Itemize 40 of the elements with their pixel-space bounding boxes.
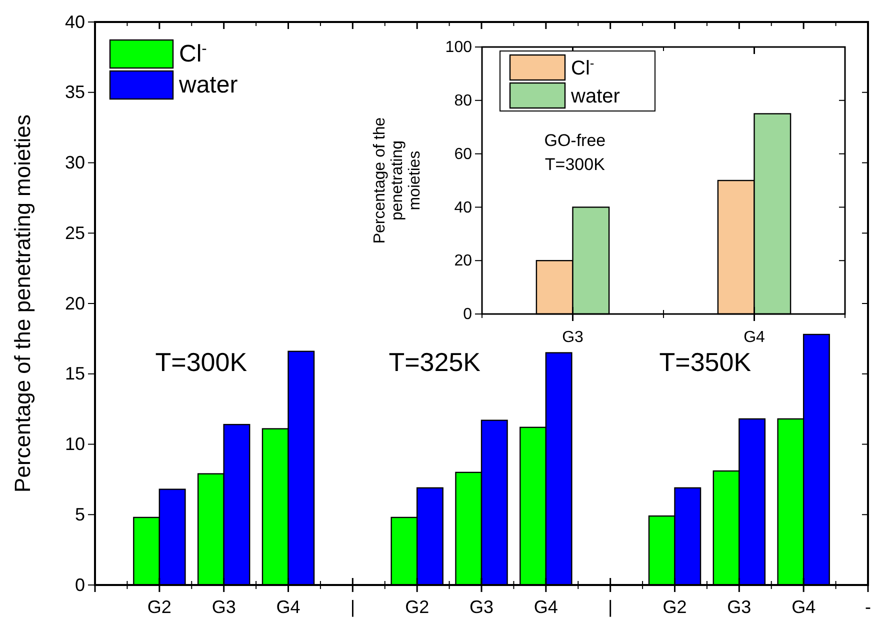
y-tick-label: 20 xyxy=(64,293,85,314)
y-tick-label: 25 xyxy=(64,222,85,243)
x-tick-label: G4 xyxy=(744,329,766,346)
x-tick-label: | xyxy=(608,597,613,617)
x-tick-label: G3 xyxy=(727,597,752,617)
annotation: GO-free xyxy=(544,130,606,150)
y-tick-label: 5 xyxy=(74,504,85,524)
x-tick-label: G2 xyxy=(662,597,687,617)
y-tick-label: 100 xyxy=(445,39,472,56)
y-tick-label: 80 xyxy=(454,92,472,110)
x-tick-label: G3 xyxy=(469,597,494,617)
x-tick-label: G4 xyxy=(792,597,816,617)
legend-label: Cl$^{-}$ xyxy=(571,54,594,80)
y-tick-label: 0 xyxy=(74,574,85,595)
legend-label: water xyxy=(570,85,620,108)
annotation: T=350K xyxy=(659,347,752,378)
annotation: T=300K xyxy=(544,154,606,174)
y-tick-label: 15 xyxy=(64,364,85,384)
y-axis-title: Percentage of the penetrating moieties xyxy=(371,117,424,244)
x-tick-label: G2 xyxy=(405,597,430,617)
y-tick-label: 20 xyxy=(454,252,472,270)
annotation: T=300K xyxy=(155,347,248,378)
y-tick-label: 10 xyxy=(64,434,85,454)
y-tick-label: 40 xyxy=(454,199,472,216)
x-tick-label: G3 xyxy=(212,597,236,617)
x-tick-label: G3 xyxy=(562,329,584,346)
y-tick-label: 0 xyxy=(463,306,472,324)
y-tick-label: 35 xyxy=(64,82,85,102)
x-tick-label: G4 xyxy=(534,597,558,617)
y-tick-label: 40 xyxy=(64,12,85,32)
legend-label: Cl$^{-}$ xyxy=(179,40,207,68)
legend-label: water xyxy=(178,72,238,99)
y-axis-title: Percentage of the penetrating moieties xyxy=(10,114,35,492)
x-tick-label: | xyxy=(350,597,356,617)
x-tick-label: - xyxy=(865,597,871,617)
y-tick-label: 60 xyxy=(454,146,472,163)
annotation: T=325K xyxy=(388,347,482,378)
y-tick-label: 30 xyxy=(64,152,85,173)
x-tick-label: G4 xyxy=(276,597,300,617)
x-tick-label: G2 xyxy=(147,597,172,617)
